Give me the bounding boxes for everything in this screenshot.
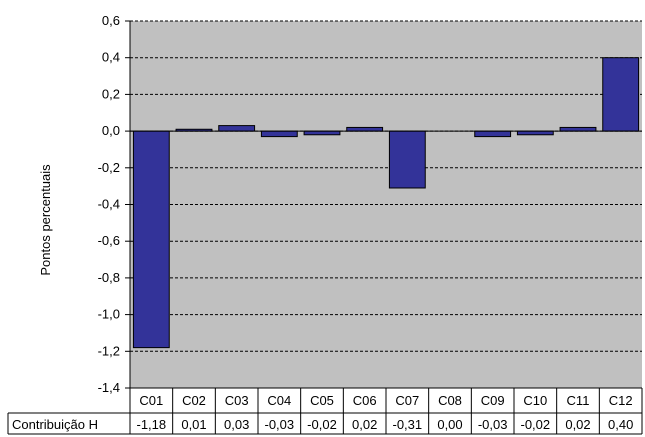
- data-label: -0,02: [307, 417, 337, 432]
- x-tick-label: C04: [267, 393, 291, 408]
- y-tick-label: -0,6: [98, 233, 120, 248]
- data-label: 0,40: [608, 417, 633, 432]
- x-tick-label: C08: [438, 393, 462, 408]
- x-tick-label: C07: [395, 393, 419, 408]
- bar-c06: [346, 126, 384, 132]
- data-label: -1,18: [137, 417, 167, 432]
- data-label: 0,01: [181, 417, 206, 432]
- bar-c10: [516, 130, 554, 136]
- x-tick-label: C12: [609, 393, 633, 408]
- y-tick-label: 0,2: [102, 86, 120, 101]
- series-name: Contribuição H: [12, 417, 98, 432]
- data-label: -0,03: [478, 417, 508, 432]
- x-tick-label: C06: [353, 393, 377, 408]
- bars: [132, 57, 640, 349]
- x-tick-label: C01: [139, 393, 163, 408]
- bar-c07: [388, 130, 426, 189]
- x-tick-label: C05: [310, 393, 334, 408]
- data-label: 0,02: [352, 417, 377, 432]
- x-tick-label: C02: [182, 393, 206, 408]
- bar-c01: [132, 130, 170, 349]
- y-axis-label: Pontos percentuais: [38, 164, 53, 276]
- data-label: -0,03: [265, 417, 295, 432]
- x-tick-label: C11: [567, 393, 590, 408]
- data-label: 0,00: [437, 417, 462, 432]
- bar-c09: [474, 130, 512, 138]
- data-label: 0,02: [565, 417, 590, 432]
- y-tick-label: -0,8: [98, 270, 120, 285]
- y-tick-label: 0,4: [102, 50, 120, 65]
- bar-c04: [260, 130, 298, 138]
- y-tick-label: -1,0: [98, 307, 120, 322]
- x-tick-label: C10: [523, 393, 547, 408]
- y-tick-label: 0,0: [102, 123, 120, 138]
- y-tick-label: -1,2: [98, 343, 120, 358]
- data-label: -0,02: [521, 417, 551, 432]
- y-tick-label: -0,4: [98, 197, 120, 212]
- y-axis: 0,6 0,4 0,2 0,0 -0,2 -0,4 -0,6 -0,8 -1,0 -1,2 -1,4: [98, 13, 131, 395]
- x-tick-label: C03: [225, 393, 249, 408]
- bar-c03: [218, 125, 256, 132]
- y-tick-label: 0,6: [102, 13, 120, 28]
- y-tick-label: -0,2: [98, 160, 120, 175]
- y-tick-label: -1,4: [98, 380, 120, 395]
- bar-c05: [303, 130, 341, 136]
- x-tick-label: C09: [481, 393, 505, 408]
- data-table: Contribuição H C01 -1,18 C02 0,01 C03 0,03 C04 -…: [7, 387, 643, 435]
- data-label: 0,03: [224, 417, 249, 432]
- data-label: -0,31: [393, 417, 423, 432]
- bar-c12: [602, 57, 640, 132]
- bar-c11: [559, 126, 597, 132]
